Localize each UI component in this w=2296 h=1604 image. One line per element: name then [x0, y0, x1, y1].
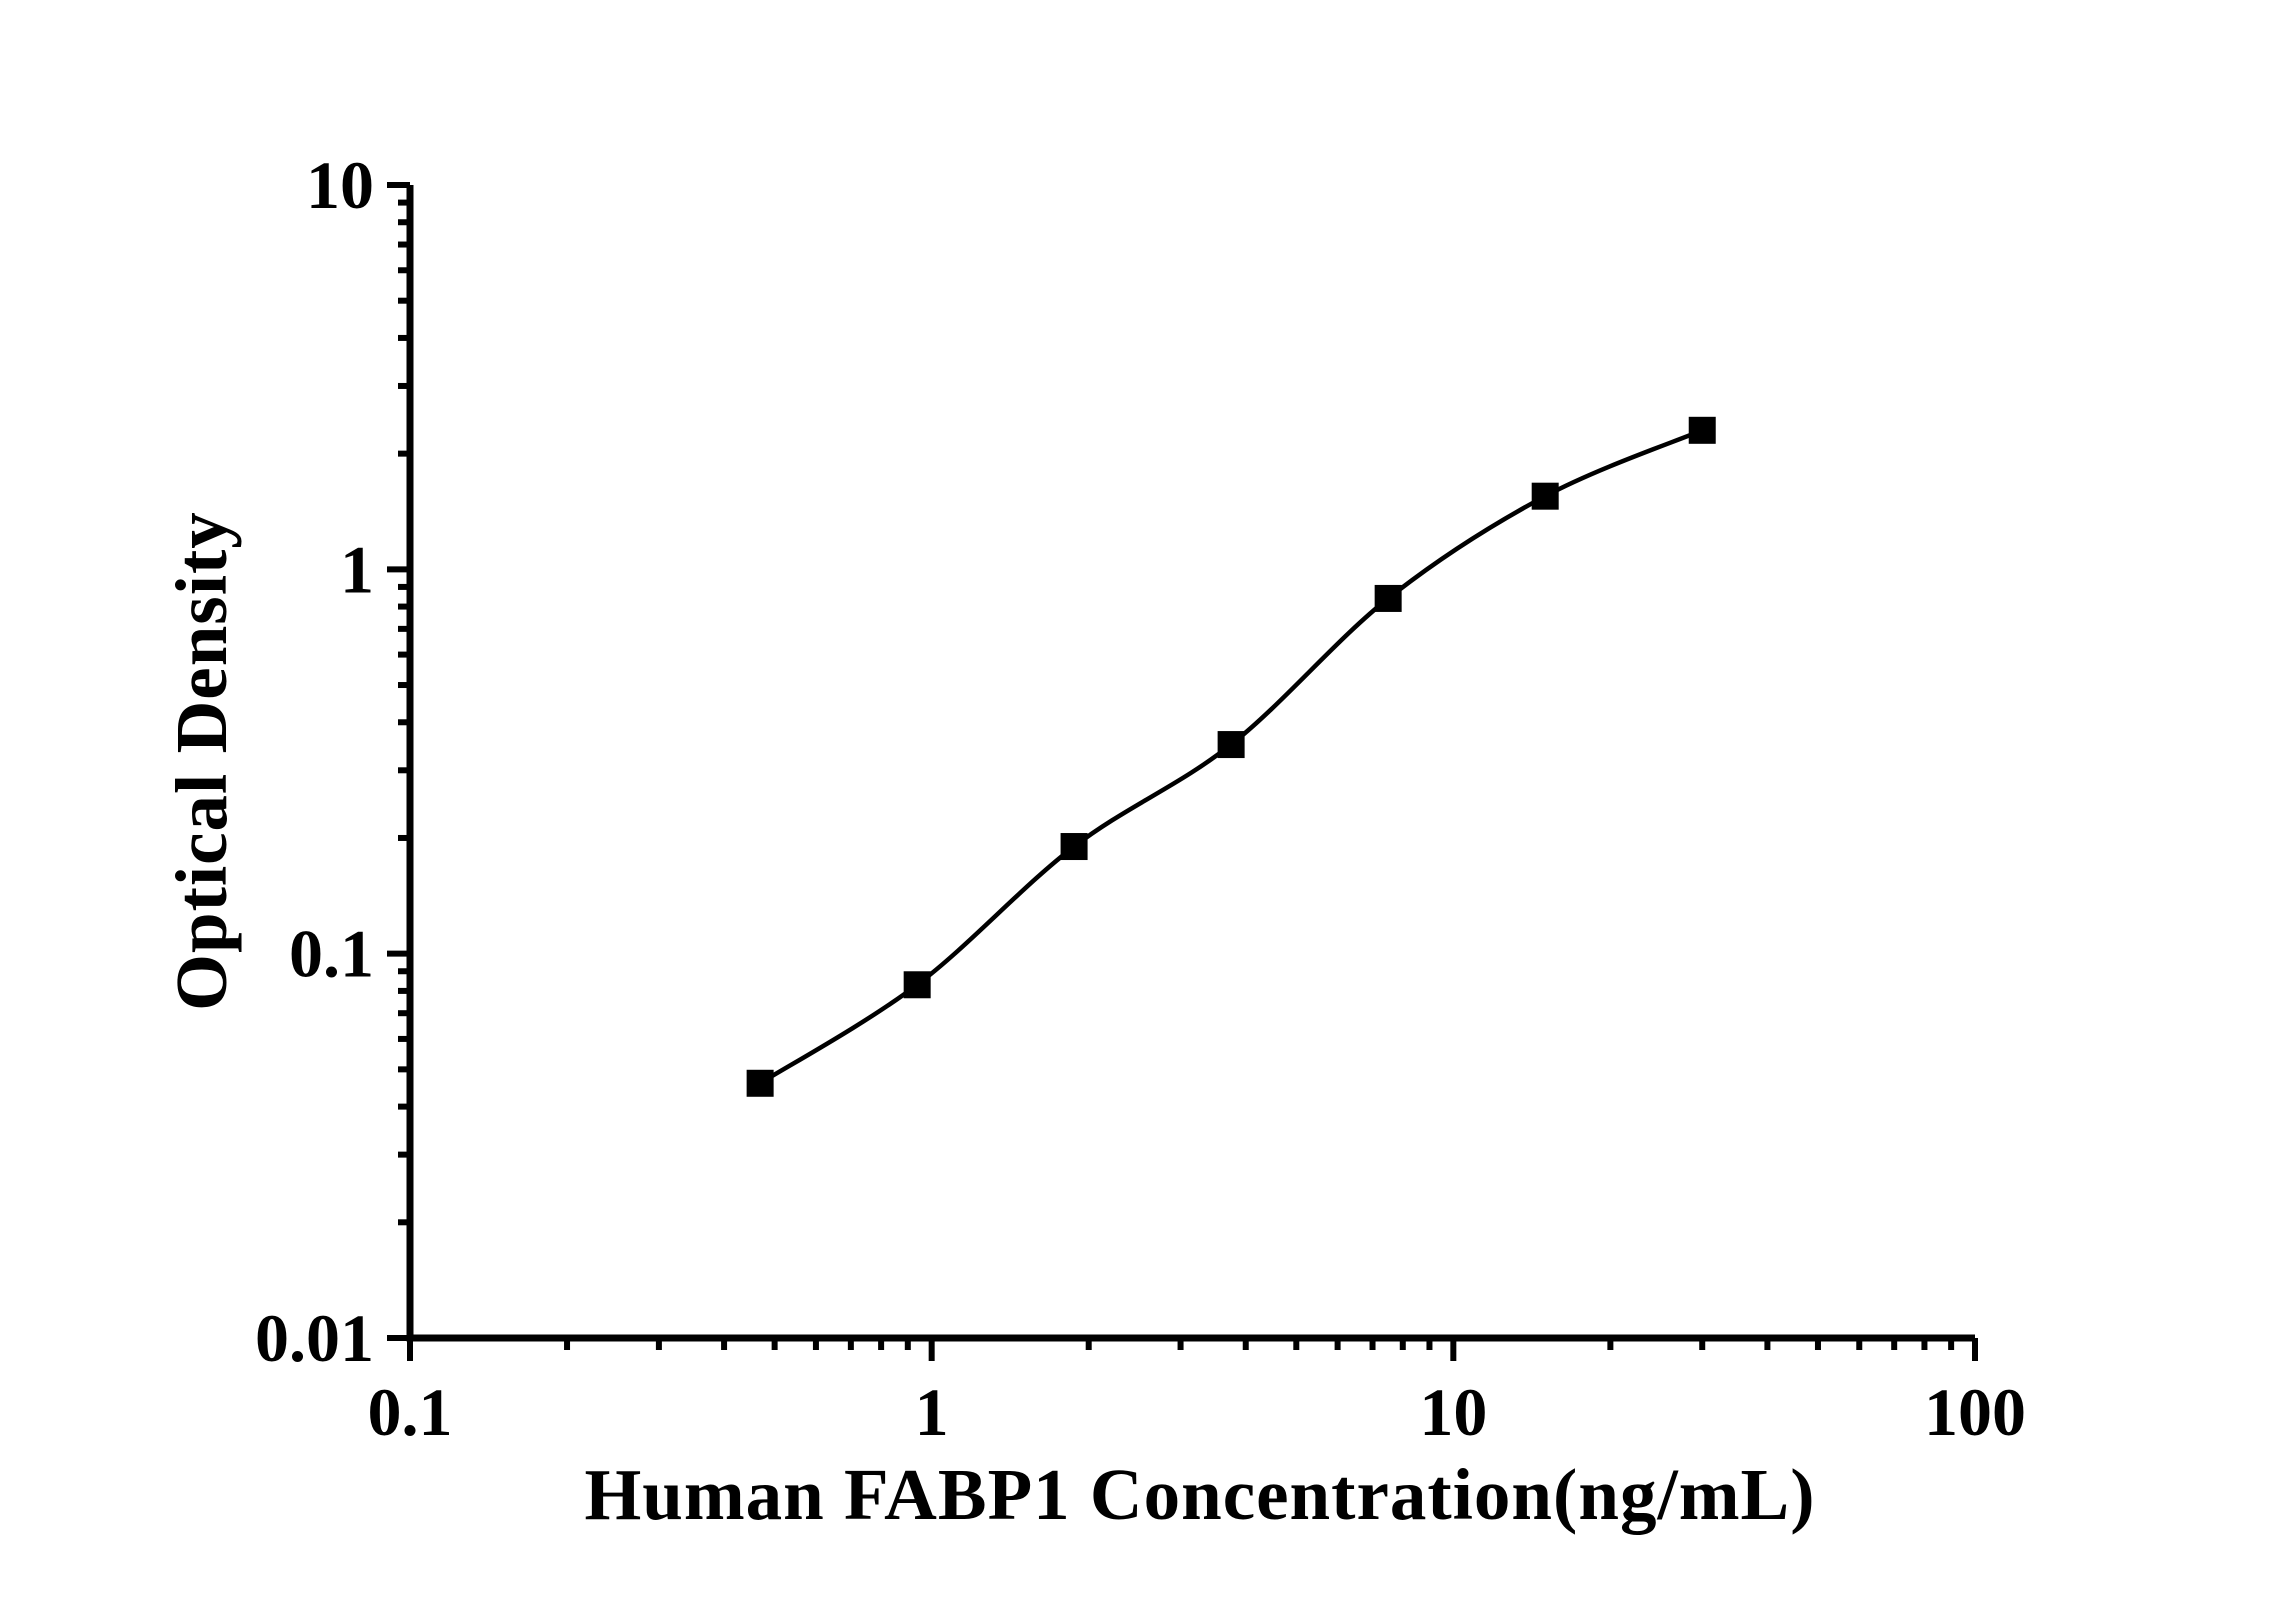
data-point-marker [1374, 584, 1402, 612]
data-points-group [746, 416, 1716, 1097]
x-tick-label: 0.1 [368, 1374, 453, 1450]
y-tick-label: 1 [340, 531, 374, 607]
y-tick-label: 0.1 [289, 916, 374, 992]
axes-group [387, 182, 1978, 1361]
data-point-marker [746, 1069, 774, 1097]
y-axis-title: Optical Density [161, 511, 242, 1011]
data-point-marker [1531, 482, 1559, 510]
y-tick-label: 0.01 [255, 1300, 374, 1376]
data-point-marker [1060, 833, 1088, 861]
data-point-marker [1688, 416, 1716, 444]
x-axis-title: Human FABP1 Concentration(ng/mL) [584, 1454, 1815, 1535]
y-tick-label: 10 [306, 147, 374, 223]
data-point-marker [1217, 731, 1245, 759]
x-tick-label: 1 [915, 1374, 949, 1450]
axis-spine [406, 185, 1975, 1342]
data-point-marker [903, 971, 931, 999]
x-tick-label: 100 [1924, 1374, 2026, 1450]
x-tick-label: 10 [1419, 1374, 1487, 1450]
